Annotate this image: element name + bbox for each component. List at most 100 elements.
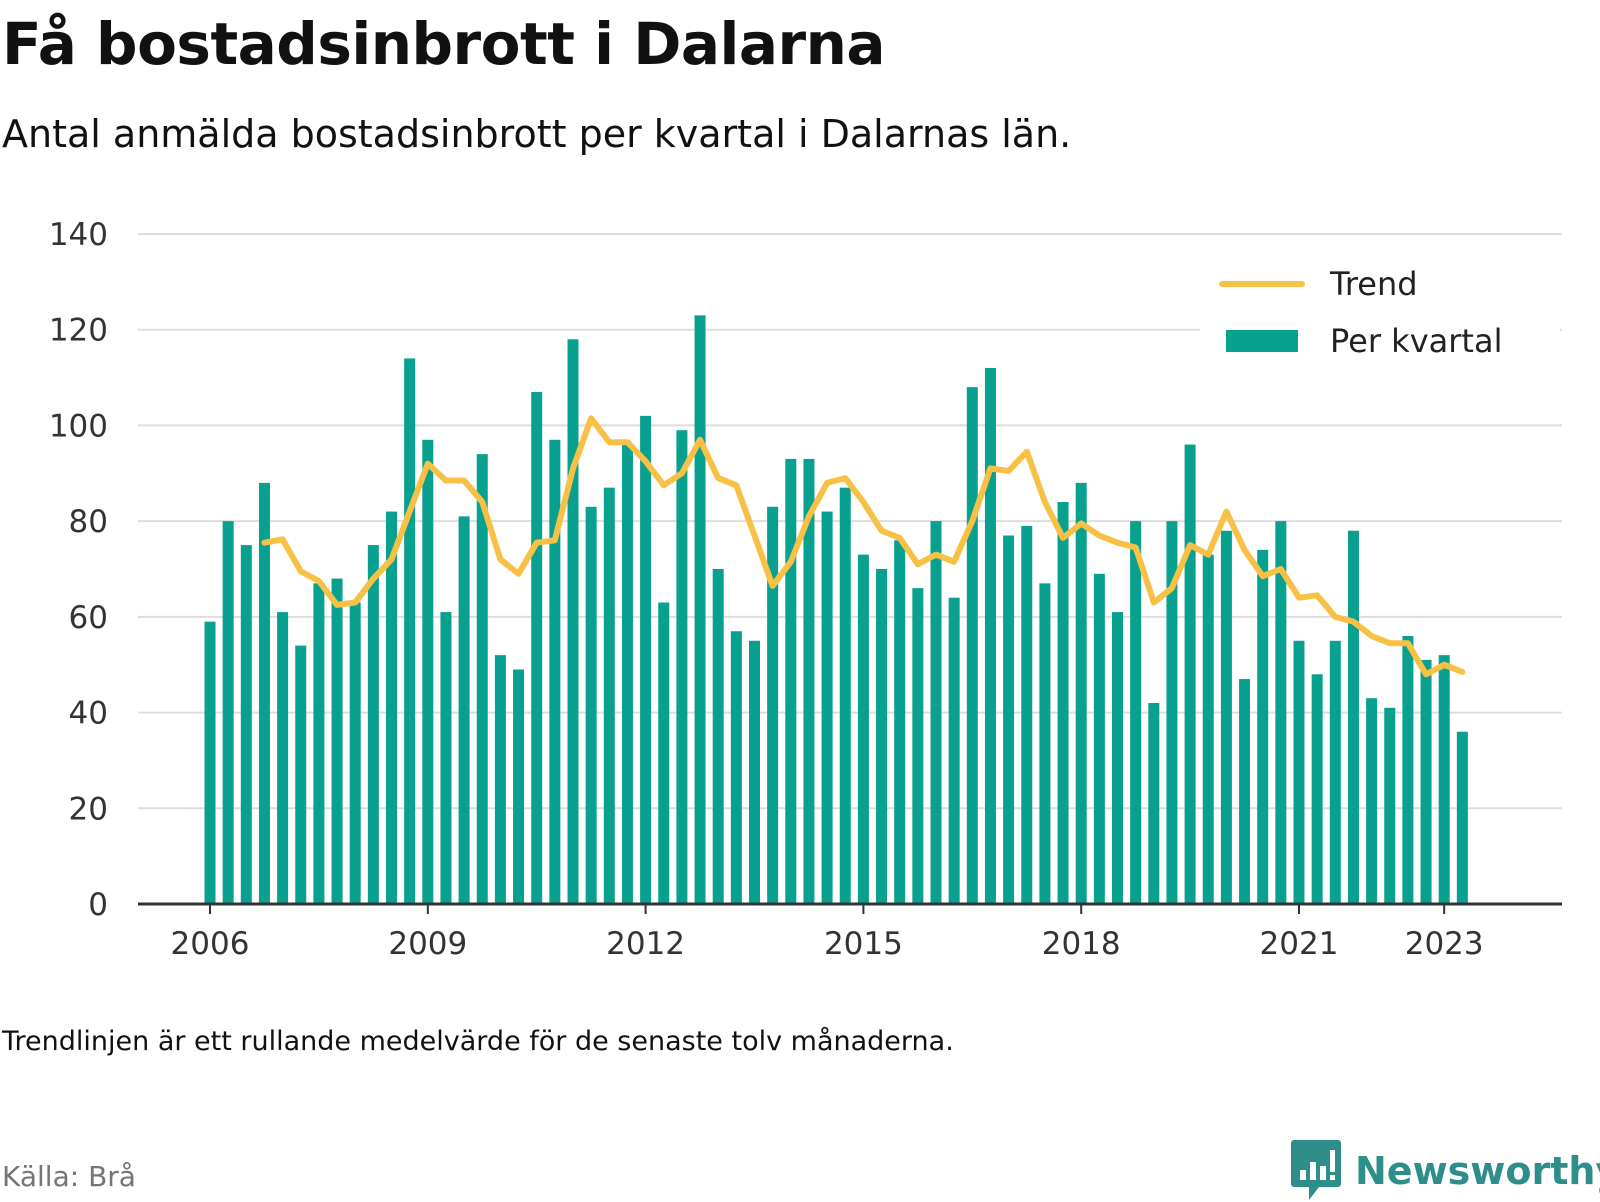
bar [404,358,416,904]
bar [258,482,270,904]
bar [966,387,978,905]
legend-per-kvartal-label: Per kvartal [1330,322,1502,360]
bar [349,602,361,904]
y-tick-label: 0 [88,887,108,923]
bar [948,597,960,904]
legend-trend-label: Trend [1329,265,1418,303]
bar-series-per-kvartal [204,315,1468,905]
x-tick-label: 2018 [1042,926,1121,962]
bar [1329,640,1341,904]
bar [204,621,216,904]
bar [694,315,706,904]
y-tick-label: 120 [49,313,108,349]
bar [1166,521,1178,904]
bar [621,444,633,904]
bar [295,645,307,904]
bar [1202,554,1214,904]
bar [1220,530,1232,904]
y-tick-label: 20 [69,791,108,827]
bar [494,655,506,904]
bar [1420,659,1432,904]
bar [1384,707,1396,904]
brand-name: Newsworthy [1355,1149,1600,1193]
x-tick-label: 2021 [1260,926,1339,962]
y-tick-label: 60 [69,600,108,636]
bar [1093,573,1105,904]
bar [513,669,525,904]
bar [313,583,325,904]
newsworthy-logo-icon [1291,1140,1341,1200]
y-tick-label: 40 [69,696,108,732]
y-tick-label: 140 [49,217,108,253]
bar [930,521,942,904]
bar [1456,731,1468,904]
bar [240,545,252,904]
bar [1184,444,1196,904]
bar [984,368,996,904]
bar [1293,640,1305,904]
bar [603,487,615,904]
bar [1021,525,1033,904]
bar [585,506,597,904]
x-tick-label: 2023 [1405,926,1484,962]
bar [1057,502,1069,904]
bar [440,612,452,904]
bar [1311,674,1323,904]
bar [876,569,888,904]
bar [912,588,924,904]
bar [894,540,906,904]
y-tick-label: 80 [69,504,108,540]
bar [839,487,851,904]
bar [422,439,434,904]
bar [658,602,670,904]
legend: Trend Per kvartal [1200,250,1560,370]
trend-line [261,415,1466,678]
bar [857,554,869,904]
bar [1347,530,1359,904]
bar [1148,703,1160,904]
bar [1003,535,1015,904]
bar [386,511,397,904]
bar [458,516,470,904]
chart-subtitle: Antal anmälda bostadsinbrott per kvartal… [2,112,1072,156]
bar [803,458,815,904]
newsworthy-brand[interactable]: Newsworthy [1291,1140,1600,1202]
bar [1257,549,1269,904]
bar [676,430,688,904]
x-axis-ticks: 2006 2009 2012 2015 2018 2021 2023 [171,904,1484,962]
bar [821,511,833,904]
legend-per-kvartal-swatch [1226,330,1298,352]
bar [567,339,579,904]
bar [1275,521,1287,904]
bar [1438,655,1450,904]
bar [222,521,234,904]
source-label: Källa: Brå [2,1160,136,1193]
bar [1112,612,1123,904]
bar [531,391,543,904]
bar [1366,698,1378,904]
y-axis-tick-labels: 0 20 40 60 80 100 120 140 [49,217,108,923]
x-tick-label: 2006 [171,926,250,962]
bar [549,439,561,904]
bar [712,569,724,904]
bar [1239,679,1251,904]
bar [1075,482,1087,904]
bar [1039,583,1051,904]
x-tick-label: 2015 [824,926,903,962]
bar [331,578,343,904]
bar [277,612,289,904]
bar [749,640,760,904]
bar [476,454,488,904]
x-tick-label: 2009 [388,926,467,962]
bar [1130,521,1142,904]
bar [785,458,797,904]
bar [367,545,379,904]
footnote: Trendlinjen är ett rullande medelvärde f… [2,1026,954,1057]
bar [767,506,779,904]
y-tick-label: 100 [49,408,108,444]
bar [1402,636,1414,904]
x-tick-label: 2012 [606,926,685,962]
chart-title: Få bostadsinbrott i Dalarna [2,10,886,78]
bar [730,631,742,904]
